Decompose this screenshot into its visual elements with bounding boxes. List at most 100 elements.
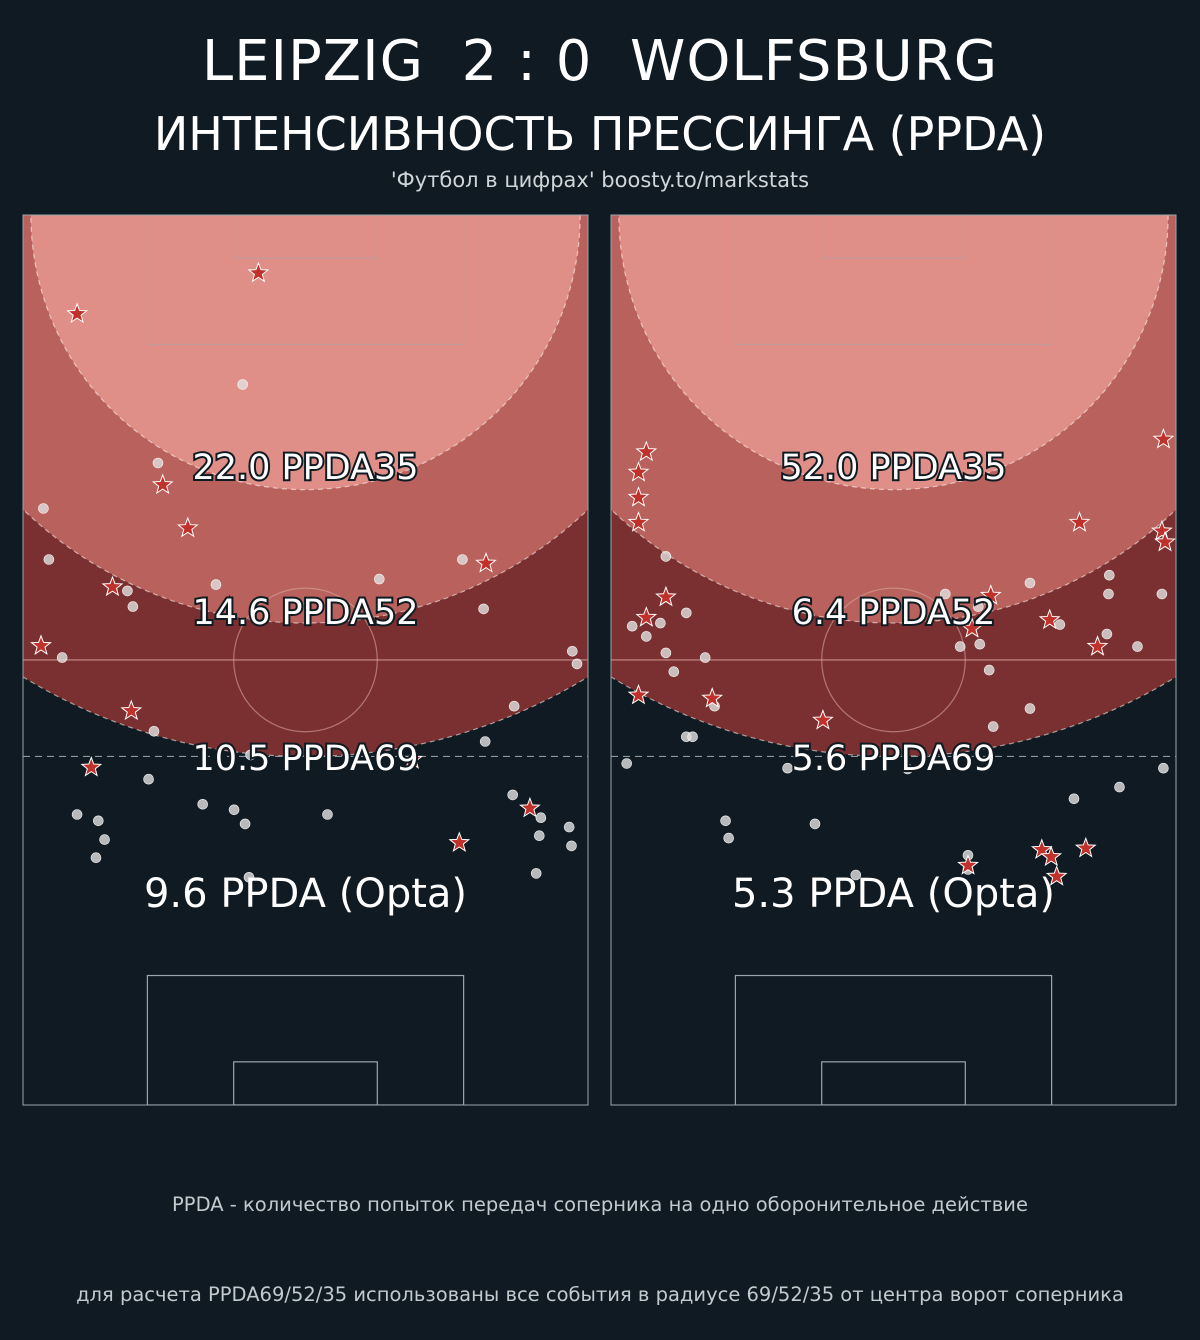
pass-marker <box>243 871 255 883</box>
pass-marker <box>508 700 520 712</box>
defensive-action-star <box>701 686 724 708</box>
pass-marker <box>90 852 102 864</box>
defensive-action-star <box>961 617 983 638</box>
defensive-action-star <box>1040 845 1063 867</box>
defensive-action-star <box>627 683 650 705</box>
label-ppda-opta: 9.6 PPDA (Opta) <box>144 871 467 917</box>
pass-marker <box>373 573 385 585</box>
pass-marker <box>43 554 55 565</box>
label-ppda35: 22.0 PPDA35 <box>192 448 418 488</box>
ppda-charts: 22.0 PPDA35 14.6 PPDA52 10.5 PPDA69 9.6 PPD… <box>22 214 1177 1106</box>
pass-marker <box>228 804 240 816</box>
pass-marker <box>322 809 333 820</box>
pass-marker <box>809 818 821 830</box>
pass-marker <box>1024 577 1036 589</box>
pass-marker <box>983 664 995 676</box>
pass-marker <box>71 809 83 820</box>
defensive-action-star <box>1068 511 1091 532</box>
defensive-action-star <box>635 606 658 627</box>
pass-marker <box>1158 762 1169 774</box>
defensive-action-star <box>101 575 124 597</box>
pass-marker <box>640 631 652 642</box>
defensive-action-star <box>1045 865 1068 886</box>
pass-marker <box>1024 703 1036 714</box>
pass-marker <box>660 551 672 562</box>
pass-marker <box>621 758 633 769</box>
pass-marker <box>197 798 208 810</box>
pass-marker <box>122 585 133 597</box>
defensive-action-star <box>151 473 174 495</box>
footnote: PPDA - количество попыток передач соперн… <box>0 1130 1200 1340</box>
pass-marker <box>571 658 583 670</box>
goal-area-bottom <box>233 1061 378 1105</box>
label-ppda52: 6.4 PPDA52 <box>792 593 996 633</box>
pass-marker <box>626 620 638 632</box>
defensive-action-star <box>247 261 270 283</box>
pass-marker <box>954 641 966 652</box>
pass-marker <box>127 601 139 612</box>
defensive-action-star <box>1154 530 1176 552</box>
pass-marker <box>535 812 547 824</box>
events <box>621 427 1176 886</box>
defensive-action-star <box>448 831 471 853</box>
pass-marker <box>566 645 578 657</box>
goal-area-top <box>821 215 966 259</box>
pass-marker <box>93 815 104 827</box>
pass-marker <box>210 579 222 590</box>
pass-marker <box>680 607 692 619</box>
defensive-action-star <box>627 486 650 507</box>
pass-marker <box>668 666 680 678</box>
pass-marker <box>152 457 164 469</box>
defensive-action-star <box>176 516 199 538</box>
panel-wolfsburg: 52.0 PPDA35 6.4 PPDA52 5.6 PPDA69 5.3 PPDA … <box>610 214 1177 1106</box>
events <box>30 261 583 883</box>
chart-title: ИНТЕНСИВНОСТЬ ПРЕССИНГА (PPDA) <box>153 107 1047 161</box>
pass-marker <box>566 840 577 852</box>
pass-marker <box>972 601 984 612</box>
goal-area-bottom <box>821 1061 966 1105</box>
defensive-action-star <box>627 511 650 532</box>
pass-marker <box>507 789 519 801</box>
defensive-action-star <box>120 699 143 721</box>
penalty-area-top <box>734 215 1053 346</box>
label-ppda69: 5.6 PPDA69 <box>792 739 996 779</box>
pitch-border <box>610 214 1177 1106</box>
defensive-action-star <box>957 854 979 875</box>
pass-marker <box>1101 628 1113 640</box>
defensive-action-star <box>1151 519 1173 541</box>
pass-marker <box>38 503 49 514</box>
pass-marker <box>245 749 256 761</box>
pass-marker <box>723 832 735 844</box>
footnote-line-2: для расчета PPDA69/52/35 использованы вс… <box>76 1283 1124 1306</box>
pass-marker <box>1054 619 1066 630</box>
penalty-area-bottom <box>146 974 465 1105</box>
defensive-action-star <box>1086 635 1109 656</box>
centre-circle <box>821 587 966 733</box>
centre-circle <box>233 587 378 733</box>
pass-marker <box>1114 781 1125 793</box>
pass-marker <box>720 815 731 827</box>
pass-marker <box>1104 569 1115 581</box>
pass-marker <box>99 834 110 845</box>
label-ppda-opta: 5.3 PPDA (Opta) <box>732 871 1055 917</box>
defensive-action-star <box>1038 608 1061 630</box>
pass-marker <box>1132 641 1143 652</box>
pass-marker <box>660 647 672 659</box>
pass-marker <box>1156 588 1168 600</box>
goal-area-top <box>233 215 378 259</box>
pitch-markings <box>23 215 588 1105</box>
pass-marker <box>939 588 951 600</box>
pass-marker <box>56 652 68 663</box>
footnote-line-1: PPDA - количество попыток передач соперн… <box>172 1193 1028 1216</box>
penalty-area-bottom <box>734 974 1053 1105</box>
pass-marker <box>457 554 468 565</box>
defensive-action-star <box>401 748 424 769</box>
penalty-area-top <box>146 215 465 346</box>
defensive-action-star <box>812 708 834 730</box>
ppda-zones <box>611 215 1176 757</box>
defensive-action-star <box>635 440 658 462</box>
zone-ppda35 <box>618 215 1169 490</box>
panel-leipzig: 22.0 PPDA35 14.6 PPDA52 10.5 PPDA69 9.6 PPD… <box>22 214 589 1106</box>
defensive-action-star <box>1152 427 1175 449</box>
defensive-action-star <box>1074 836 1097 858</box>
